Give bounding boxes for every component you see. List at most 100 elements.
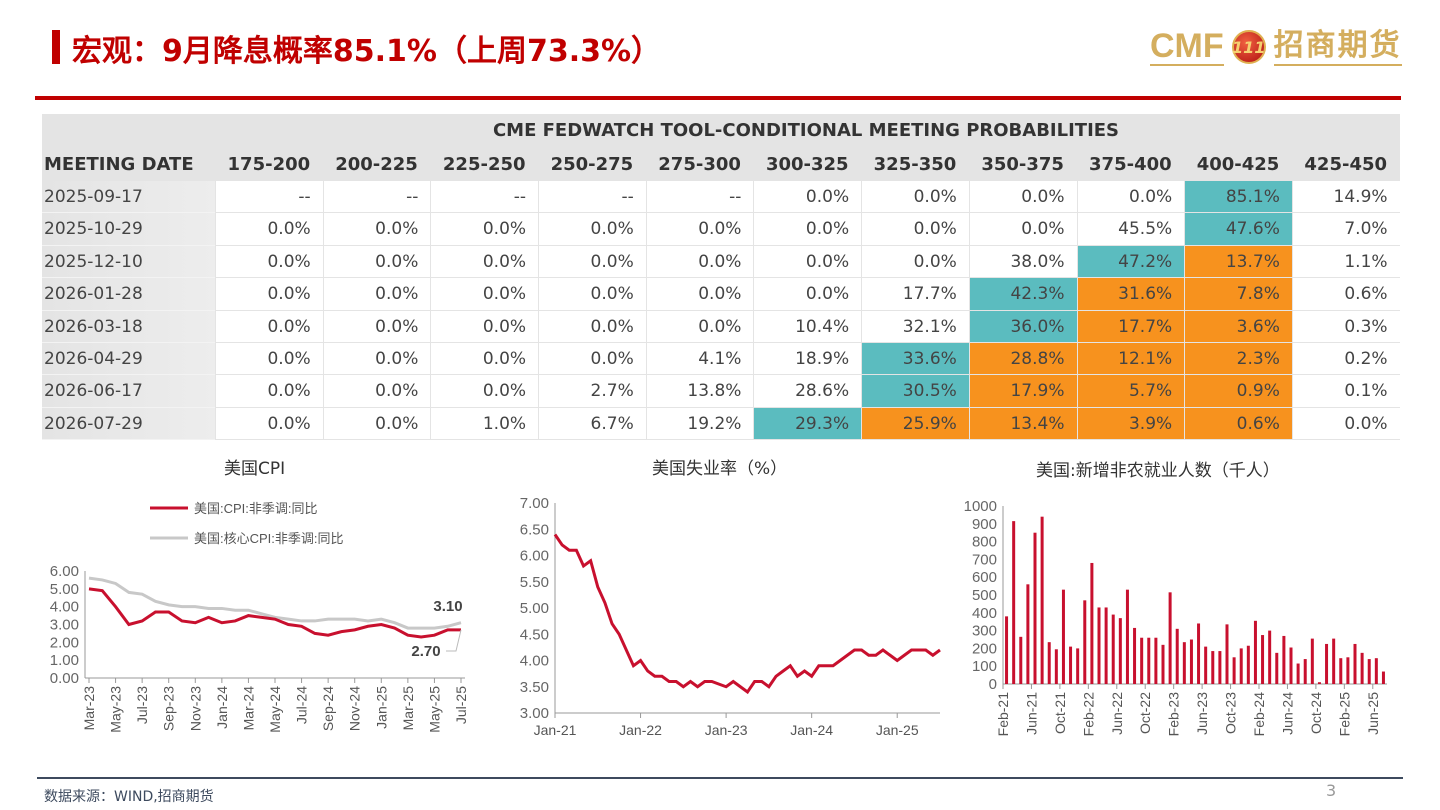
probability-cell: 25.9% <box>861 407 969 441</box>
probability-cell: 13.4% <box>968 407 1077 441</box>
bar <box>1374 658 1378 684</box>
probability-cell: 0.6% <box>1291 278 1400 311</box>
x-tick-label: Feb-25 <box>1336 692 1352 737</box>
x-tick-label: Jan-24 <box>790 722 833 738</box>
bar <box>1118 618 1122 684</box>
probability-cell: 0.0% <box>645 245 754 279</box>
y-tick-label: 400 <box>972 605 997 622</box>
bar <box>1325 643 1329 684</box>
column-header: 200-225 <box>335 154 418 175</box>
bar <box>1154 637 1158 684</box>
probability-cell: 0.0% <box>215 310 323 343</box>
probability-cell: 0.0% <box>322 245 431 279</box>
bar <box>1253 620 1257 684</box>
bar <box>1175 628 1179 684</box>
footer-divider <box>37 777 1403 779</box>
bar <box>1047 642 1051 684</box>
y-tick-label: 6.00 <box>520 548 549 565</box>
y-tick-label: 6.50 <box>520 521 549 538</box>
probability-cell: 0.0% <box>322 342 431 376</box>
meeting-date: 2025-09-17 <box>42 181 215 214</box>
probability-cell: 10.4% <box>753 310 862 343</box>
bar <box>1189 639 1193 684</box>
probability-cell: 28.8% <box>968 342 1077 376</box>
probability-cell: 0.0% <box>430 278 539 311</box>
x-tick-label: Oct-22 <box>1137 692 1153 734</box>
probability-cell: 0.0% <box>968 181 1077 214</box>
probability-cell: 0.0% <box>430 213 539 246</box>
probability-cell: 0.9% <box>1184 375 1292 408</box>
x-tick-label: May-23 <box>108 686 124 733</box>
probability-cell: 0.0% <box>215 213 323 246</box>
column-header: MEETING DATE <box>44 154 194 175</box>
bar <box>1289 647 1293 684</box>
x-tick-label: Jan-23 <box>705 722 748 738</box>
table-row: 2026-04-29 0.0% 0.0% 0.0% 0.0% 4.1% 18.9% 33.6%… <box>42 342 1400 376</box>
bar <box>1310 638 1314 684</box>
probability-cell: 7.0% <box>1291 213 1400 246</box>
x-tick-label: Feb-23 <box>1166 692 1182 737</box>
bar <box>1033 532 1037 684</box>
table-row: 2026-03-18 0.0% 0.0% 0.0% 0.0% 0.0% 10.4% 32.1%… <box>42 310 1400 343</box>
bar <box>1133 627 1137 684</box>
bar <box>1168 592 1172 684</box>
column-header: 425-450 <box>1304 154 1388 175</box>
cpi-chart-title: 美国CPI <box>224 459 286 479</box>
bar <box>1005 616 1009 684</box>
x-tick-label: Nov-23 <box>187 686 203 731</box>
annotation-core-cpi: 3.10 <box>433 598 462 615</box>
annotation-cpi: 2.70 <box>411 643 440 660</box>
series-line-1 <box>88 576 462 630</box>
y-tick-label: 600 <box>972 569 997 586</box>
x-tick-label: Mar-23 <box>81 686 97 731</box>
bar <box>1303 659 1307 684</box>
probability-cell: 0.0% <box>968 213 1077 246</box>
bar <box>1069 646 1073 684</box>
x-tick-label: Sep-24 <box>320 686 336 731</box>
y-tick-label: 7.00 <box>520 495 549 512</box>
cpi-chart: 0.001.002.003.004.005.006.00 Mar-23 May-23… <box>50 501 469 733</box>
bar <box>1125 589 1129 684</box>
probability-cell: 13.8% <box>645 375 754 408</box>
bar <box>1076 648 1080 684</box>
table-caption: CME FEDWATCH TOOL-CONDITIONAL MEETING PR… <box>492 120 1120 141</box>
probability-cell: -- <box>322 181 431 214</box>
x-tick-label: Feb-22 <box>1080 692 1096 737</box>
bar <box>1197 623 1201 684</box>
y-tick-label: 4.00 <box>50 599 79 616</box>
x-tick-label: Jan-21 <box>534 722 577 738</box>
probability-cell: -- <box>645 181 754 214</box>
bar <box>1090 562 1094 684</box>
probability-cell: 5.7% <box>1076 375 1185 408</box>
legend-label: 美国:CPI:非季调:同比 <box>194 501 318 516</box>
y-tick-label: 0.00 <box>50 670 79 687</box>
probability-cell: 14.9% <box>1291 181 1400 214</box>
title-accent-bar <box>52 30 60 64</box>
y-tick-label: 5.00 <box>50 581 79 598</box>
bar <box>1211 651 1215 684</box>
x-tick-label: May-25 <box>426 686 442 733</box>
probability-cell: 1.1% <box>1291 245 1400 279</box>
probability-cell: 0.3% <box>1291 310 1400 343</box>
y-tick-label: 200 <box>972 640 997 657</box>
probability-cell: 2.3% <box>1184 342 1292 376</box>
probability-cell: 28.6% <box>753 375 862 408</box>
probability-cell: 38.0% <box>968 245 1077 279</box>
column-header: 375-400 <box>1089 154 1172 175</box>
probability-cell: 0.0% <box>645 310 754 343</box>
table-row: 2025-12-10 0.0% 0.0% 0.0% 0.0% 0.0% 0.0% 0.0% 38… <box>42 245 1400 279</box>
probability-cell: 0.0% <box>430 342 539 376</box>
bar <box>1111 614 1115 684</box>
y-tick-label: 100 <box>972 658 997 675</box>
cmf-logo: CMF 111 招商期货 <box>1150 26 1402 68</box>
probability-cell: 0.0% <box>1291 407 1400 441</box>
y-tick-label: 3.00 <box>50 617 79 634</box>
probability-cell: 13.7% <box>1184 245 1292 279</box>
header-divider <box>35 96 1401 100</box>
bar <box>1317 682 1321 684</box>
probability-cell: 0.0% <box>645 278 754 311</box>
probability-cell: 0.0% <box>322 375 431 408</box>
probability-cell: 0.0% <box>538 245 646 279</box>
legend-label: 美国:核心CPI:非季调:同比 <box>194 531 344 546</box>
